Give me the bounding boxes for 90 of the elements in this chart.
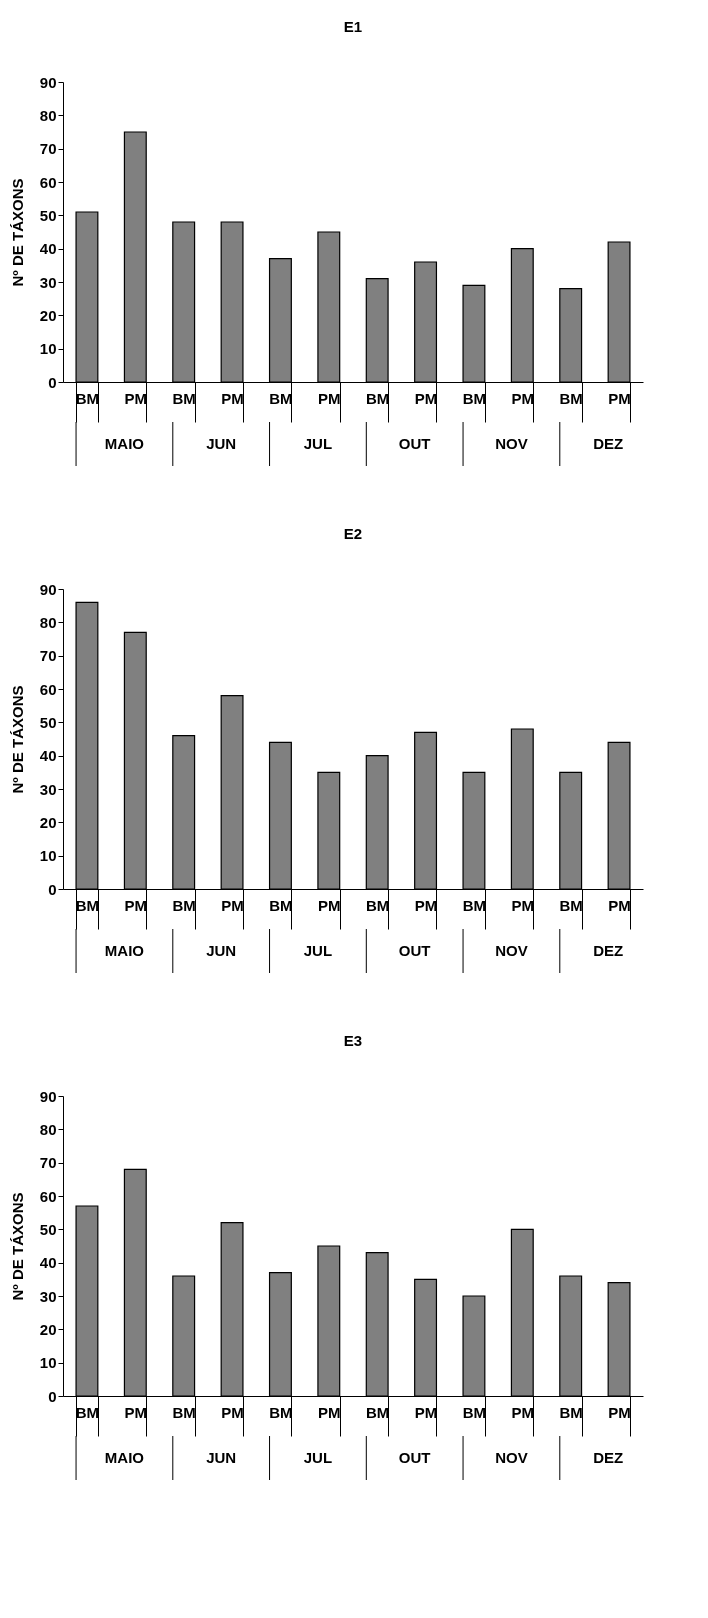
chart-title: E1	[343, 18, 363, 35]
y-axis-title: Nº DE TÁXONS	[8, 178, 26, 287]
y-tick-label: 50	[39, 713, 57, 731]
y-tick-label: 80	[39, 1120, 57, 1138]
y-tick-label: 0	[48, 1387, 57, 1405]
x-tick-label: BM	[366, 896, 390, 914]
text: JUL	[303, 942, 333, 959]
y-tick-label: 30	[39, 780, 57, 798]
y-tick-label: 30	[39, 273, 57, 291]
y-tick-label: 90	[39, 580, 57, 598]
y-tick-label: 80	[39, 613, 57, 631]
x-tick-label: BM	[559, 1403, 583, 1421]
y-axis-title: Nº DE TÁXONS	[8, 685, 26, 794]
text: OUT	[398, 435, 431, 452]
text: JUL	[303, 435, 333, 452]
x-tick-label: BM	[172, 389, 196, 407]
y-tick-label: 10	[39, 847, 57, 865]
y-tick-label: 20	[39, 1320, 57, 1338]
x-tick-label: BM	[366, 389, 390, 407]
text: MAIO	[104, 1449, 145, 1466]
x-tick-label: BM	[75, 1403, 100, 1421]
x-tick-label: PM	[511, 1403, 535, 1421]
x-tick-label: BM	[559, 896, 583, 914]
y-tick-label: 70	[39, 1154, 57, 1172]
text: DEZ	[593, 1449, 624, 1466]
x-tick-label: PM	[221, 896, 244, 914]
x-tick-label: BM	[559, 389, 583, 407]
y-tick-label: 0	[48, 373, 57, 391]
y-tick-label: 80	[39, 106, 57, 124]
y-tick-label: 60	[39, 680, 57, 698]
x-tick-label: BM	[172, 896, 196, 914]
x-tick-label: PM	[221, 389, 244, 407]
y-tick-label: 50	[39, 1220, 57, 1238]
y-tick-label: 60	[39, 173, 57, 191]
y-tick-label: 20	[39, 306, 57, 324]
x-tick-label: BM	[366, 1403, 390, 1421]
text: NOV	[495, 1449, 528, 1466]
text: OUT	[398, 1449, 431, 1466]
x-tick-label: PM	[414, 389, 438, 407]
x-tick-label: PM	[318, 389, 341, 407]
y-axis-title: Nº DE TÁXONS	[8, 1192, 26, 1301]
x-tick-label: BM	[75, 389, 100, 407]
y-tick-label: 10	[39, 340, 57, 358]
y-tick-label: 70	[39, 140, 57, 158]
text: MAIO	[104, 942, 145, 959]
y-tick-label: 30	[39, 1287, 57, 1305]
y-tick-label: 10	[39, 1354, 57, 1372]
chart-title: E2	[343, 525, 363, 542]
x-tick-label: BM	[462, 1403, 487, 1421]
x-tick-label: BM	[462, 896, 487, 914]
x-tick-label: PM	[608, 896, 631, 914]
x-tick-label: BM	[269, 389, 293, 407]
x-tick-label: BM	[75, 896, 100, 914]
x-tick-label: BM	[462, 389, 487, 407]
text: DEZ	[593, 435, 624, 452]
y-tick-label: 90	[39, 1087, 57, 1105]
x-tick-label: PM	[124, 389, 148, 407]
y-tick-label: 40	[39, 747, 57, 765]
x-tick-label: BM	[269, 896, 293, 914]
x-tick-label: PM	[414, 1403, 438, 1421]
x-tick-label: PM	[318, 896, 341, 914]
y-tick-label: 70	[39, 647, 57, 665]
x-tick-label: PM	[608, 1403, 631, 1421]
x-tick-label: PM	[511, 896, 535, 914]
text: OUT	[398, 942, 431, 959]
x-tick-label: BM	[172, 1403, 196, 1421]
x-tick-label: PM	[414, 896, 438, 914]
text: NOV	[495, 435, 528, 452]
text: JUN	[206, 942, 237, 959]
x-tick-label: PM	[511, 389, 535, 407]
chart-title: E3	[343, 1032, 363, 1049]
x-tick-label: PM	[608, 389, 631, 407]
x-tick-label: PM	[124, 1403, 148, 1421]
y-tick-label: 40	[39, 1254, 57, 1272]
text: DEZ	[593, 942, 624, 959]
text: JUL	[303, 1449, 333, 1466]
y-tick-label: 60	[39, 1187, 57, 1205]
y-tick-label: 40	[39, 240, 57, 258]
text: JUN	[206, 1449, 237, 1466]
y-tick-label: 50	[39, 206, 57, 224]
y-tick-label: 0	[48, 880, 57, 898]
y-tick-label: 90	[39, 73, 57, 91]
text: MAIO	[104, 435, 145, 452]
x-tick-label: PM	[124, 896, 148, 914]
x-tick-label: PM	[221, 1403, 244, 1421]
y-tick-label: 20	[39, 813, 57, 831]
x-tick-label: PM	[318, 1403, 341, 1421]
text: NOV	[495, 942, 528, 959]
text: JUN	[206, 435, 237, 452]
x-tick-label: BM	[269, 1403, 293, 1421]
